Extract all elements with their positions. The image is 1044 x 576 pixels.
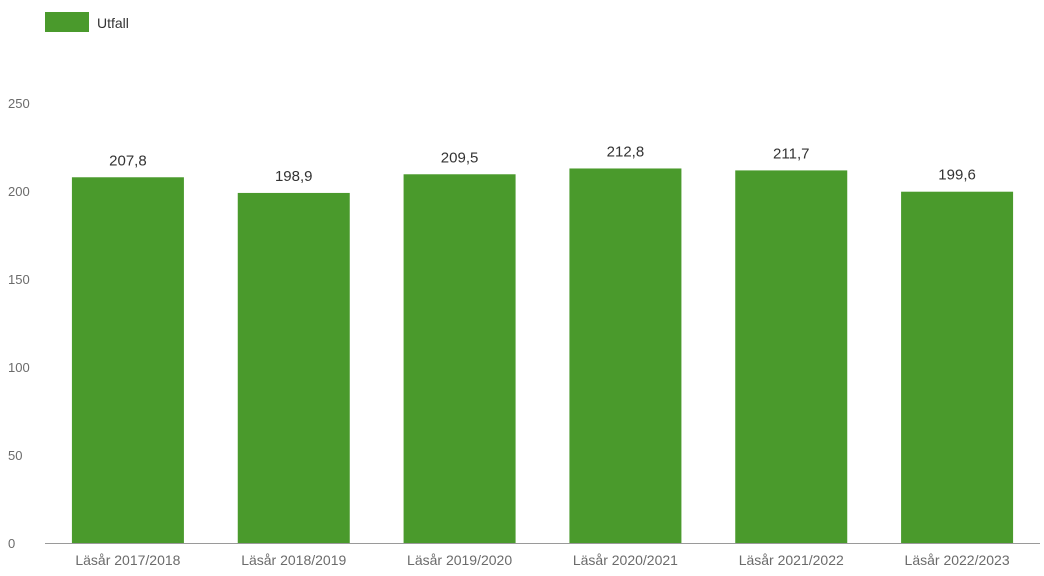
bar <box>403 174 516 543</box>
bar-value-label: 198,9 <box>275 168 313 185</box>
bar-value-label: 209,5 <box>441 149 479 166</box>
x-tick-label: Läsår 2019/2020 <box>407 552 512 568</box>
bar-value-label: 207,8 <box>109 152 147 169</box>
bar <box>569 168 682 544</box>
x-axis: Läsår 2017/2018 Läsår 2018/2019 Läsår 2019… <box>45 543 1040 568</box>
bar-value-label: 211,7 <box>773 145 809 162</box>
legend: Utfall <box>45 12 129 32</box>
bar-value-label: 212,8 <box>607 143 645 160</box>
x-tick-label: Läsår 2017/2018 <box>75 552 180 568</box>
bar-value-label: 199,6 <box>938 167 976 184</box>
bar <box>71 177 184 543</box>
x-tick-label: Läsår 2018/2019 <box>241 552 346 568</box>
bar <box>735 170 848 543</box>
legend-swatch-utfall <box>45 12 89 32</box>
x-tick-label: Läsår 2021/2022 <box>739 552 844 568</box>
y-tick-label: 100 <box>8 360 30 375</box>
bars <box>71 168 1014 544</box>
y-tick-label: 200 <box>8 184 30 199</box>
x-tick-label: Läsår 2022/2023 <box>905 552 1010 568</box>
y-tick-label: 0 <box>8 536 15 551</box>
bar <box>237 192 350 543</box>
y-axis: 0 50 100 150 200 250 <box>8 96 30 551</box>
y-tick-label: 50 <box>8 448 22 463</box>
bar <box>901 191 1014 544</box>
y-tick-label: 150 <box>8 272 30 287</box>
x-tick-label: Läsår 2020/2021 <box>573 552 678 568</box>
legend-label-utfall: Utfall <box>97 15 129 31</box>
value-labels: 207,8 198,9 209,5 212,8 211,7 199,6 <box>109 143 976 184</box>
y-tick-label: 250 <box>8 96 30 111</box>
